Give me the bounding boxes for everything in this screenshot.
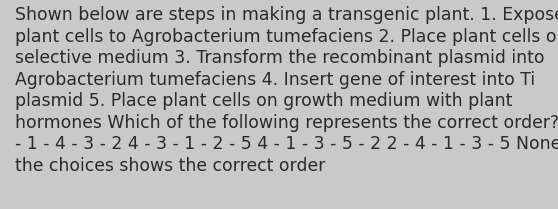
Text: Shown below are steps in making a transgenic plant. 1. Expose
plant cells to Agr: Shown below are steps in making a transg…: [15, 6, 558, 175]
